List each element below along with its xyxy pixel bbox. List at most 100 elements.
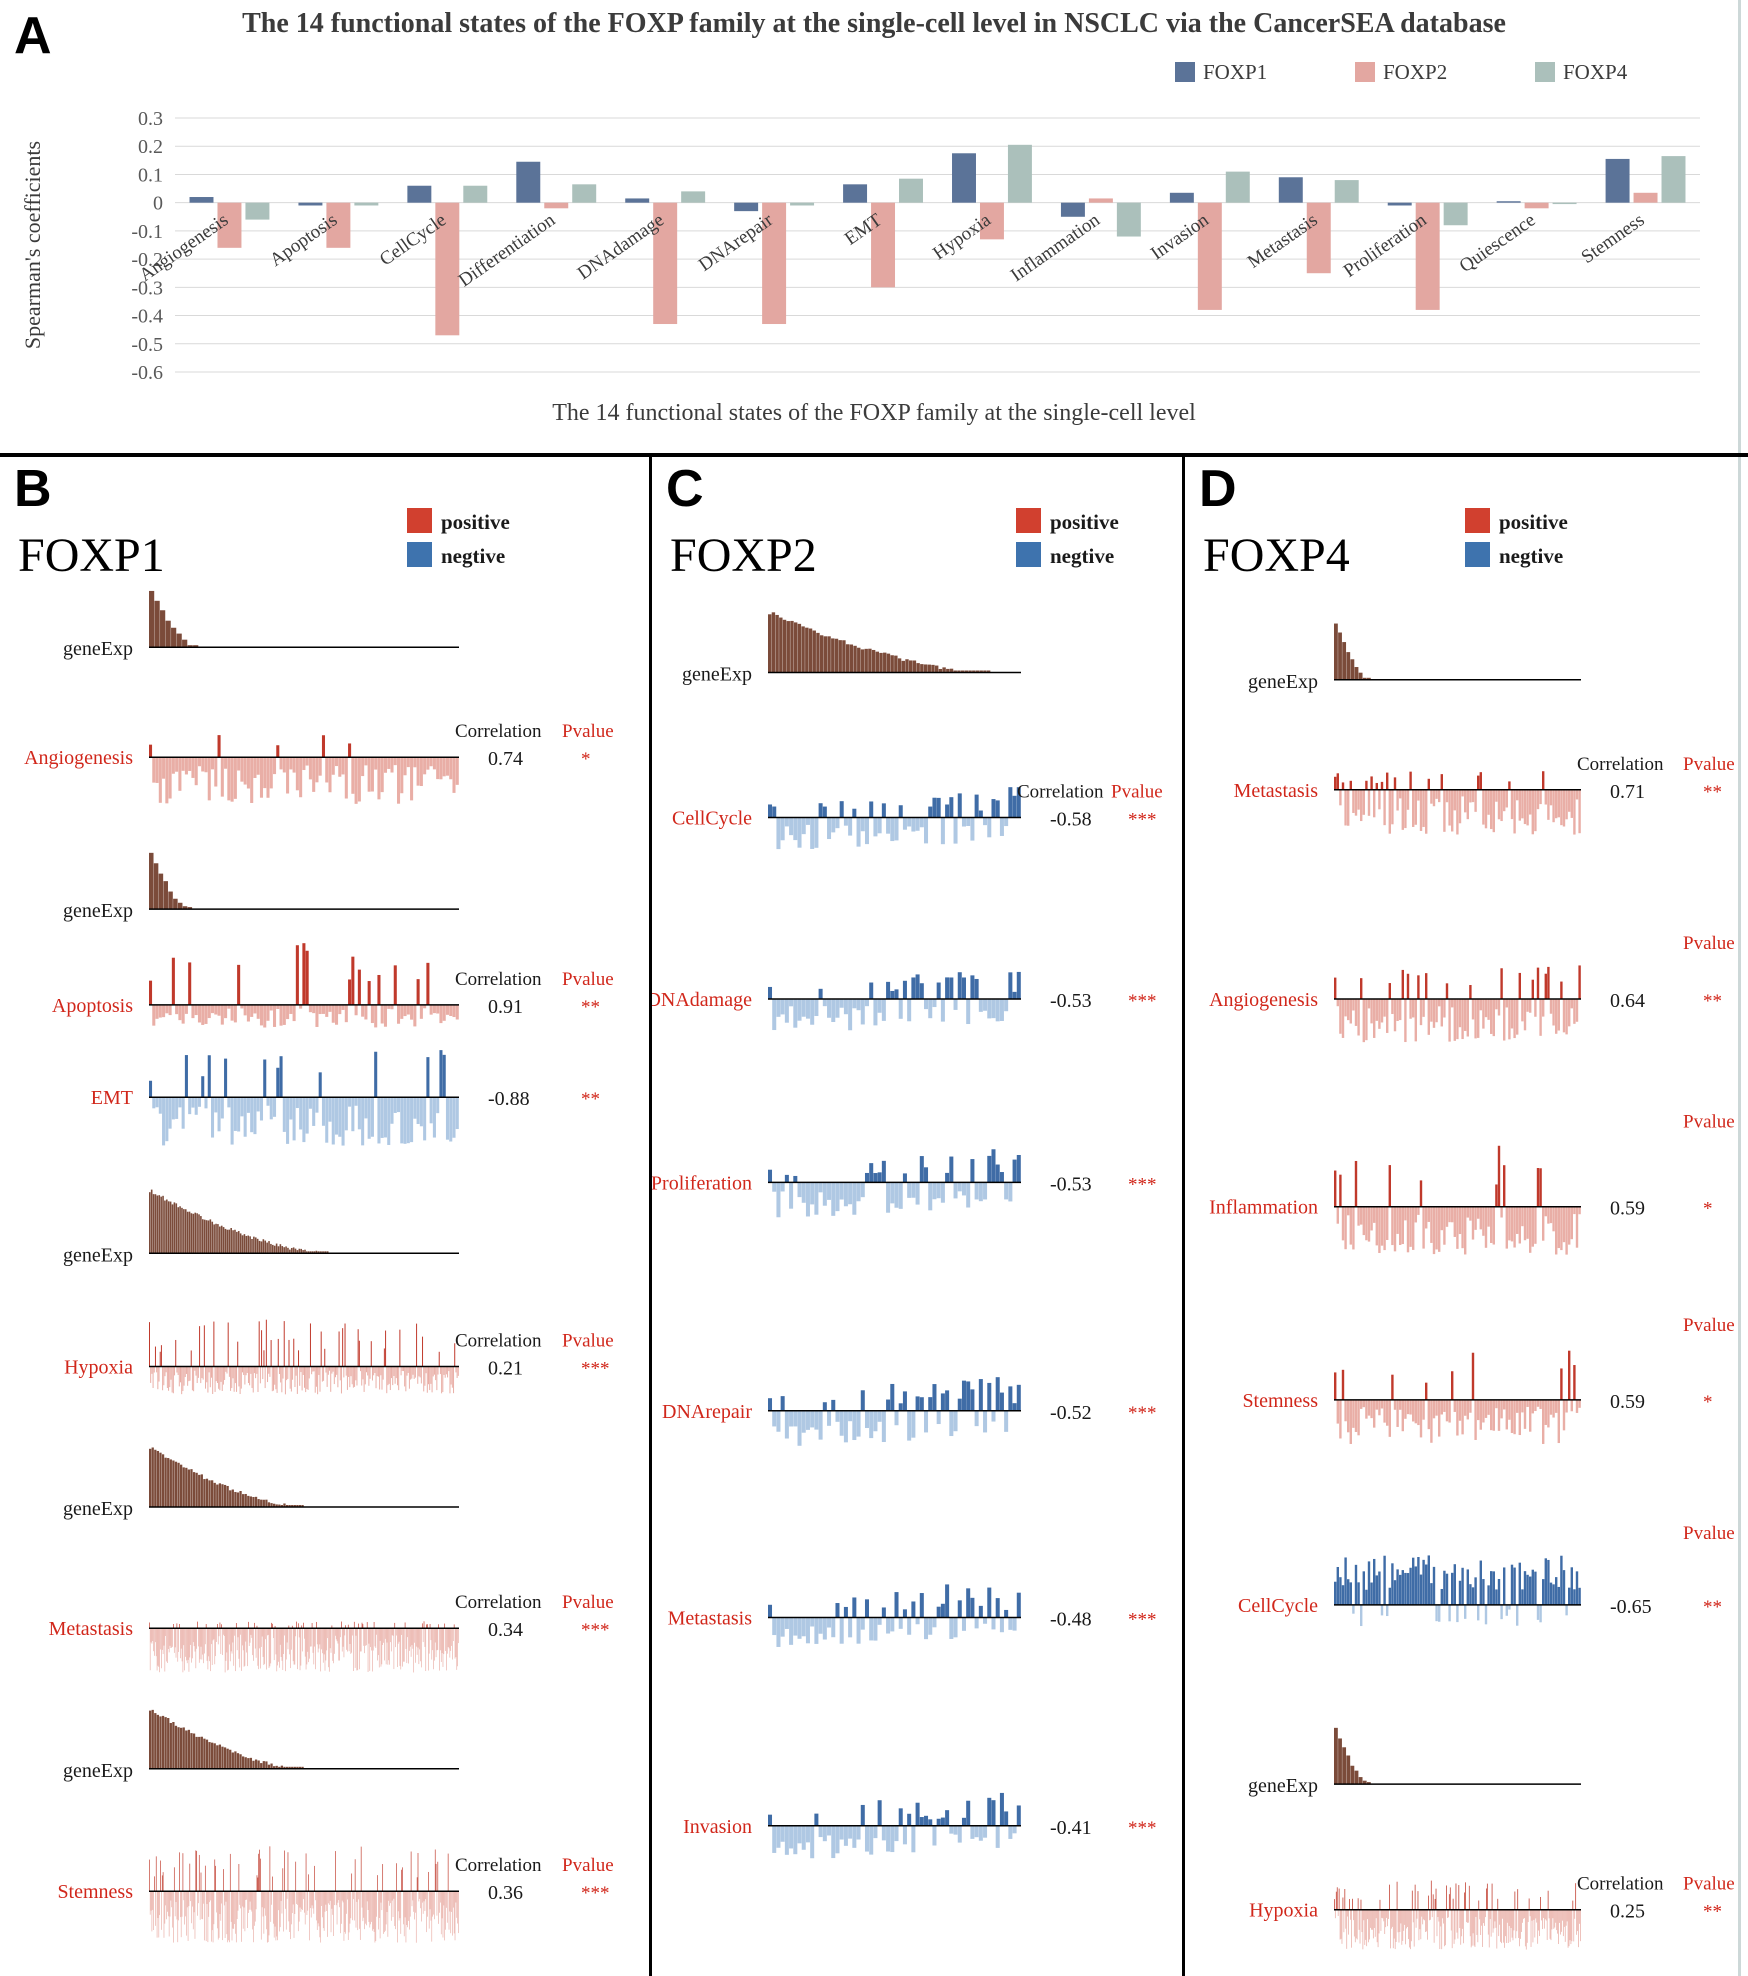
svg-text:geneExp: geneExp <box>63 1244 133 1266</box>
svg-text:-0.88: -0.88 <box>488 1088 530 1110</box>
svg-text:positive: positive <box>441 510 510 534</box>
svg-text:Correlation: Correlation <box>1577 754 1664 775</box>
svg-text:-0.48: -0.48 <box>1050 1609 1092 1631</box>
svg-text:0.25: 0.25 <box>1610 1901 1645 1923</box>
svg-text:**: ** <box>1703 1597 1722 1618</box>
svg-text:FOXP2: FOXP2 <box>1383 60 1447 84</box>
svg-text:Spearman's coefficients: Spearman's coefficients <box>20 141 45 349</box>
svg-text:0: 0 <box>153 193 163 215</box>
svg-text:DNAdamage: DNAdamage <box>652 989 752 1011</box>
svg-text:0.1: 0.1 <box>138 164 163 186</box>
svg-text:Correlation: Correlation <box>455 721 542 742</box>
svg-text:FOXP4: FOXP4 <box>1563 60 1628 84</box>
svg-text:Stemness: Stemness <box>1242 1390 1318 1412</box>
svg-text:Angiogenesis: Angiogenesis <box>24 747 133 769</box>
svg-text:0.2: 0.2 <box>138 136 163 158</box>
svg-text:0.91: 0.91 <box>488 996 523 1018</box>
svg-text:geneExp: geneExp <box>1248 1775 1318 1797</box>
svg-text:*: * <box>581 749 591 770</box>
svg-text:Pvalue: Pvalue <box>562 721 614 742</box>
svg-text:DNArepair: DNArepair <box>662 1401 752 1423</box>
svg-text:-0.41: -0.41 <box>1050 1817 1092 1839</box>
svg-text:Pvalue: Pvalue <box>1683 754 1735 775</box>
svg-text:-0.5: -0.5 <box>131 334 163 356</box>
svg-text:Pvalue: Pvalue <box>1683 1874 1735 1895</box>
svg-text:geneExp: geneExp <box>63 900 133 922</box>
svg-text:geneExp: geneExp <box>63 638 133 660</box>
svg-text:Stemness: Stemness <box>57 1881 133 1903</box>
svg-text:CellCycle: CellCycle <box>672 808 752 830</box>
svg-text:0.71: 0.71 <box>1610 781 1645 803</box>
svg-text:Correlation: Correlation <box>455 1592 542 1613</box>
svg-text:0.34: 0.34 <box>488 1619 523 1641</box>
svg-text:Pvalue: Pvalue <box>1111 782 1163 803</box>
svg-text:***: *** <box>581 1883 610 1904</box>
svg-text:Quiescence: Quiescence <box>1456 210 1540 277</box>
svg-text:0.59: 0.59 <box>1610 1391 1645 1413</box>
svg-text:Hypoxia: Hypoxia <box>64 1357 133 1379</box>
svg-text:0.64: 0.64 <box>1610 990 1645 1012</box>
svg-text:Inflammation: Inflammation <box>1007 209 1104 286</box>
svg-text:geneExp: geneExp <box>1248 671 1318 693</box>
svg-text:Pvalue: Pvalue <box>1683 1523 1735 1544</box>
svg-text:-0.6: -0.6 <box>131 362 163 384</box>
svg-text:FOXP4: FOXP4 <box>1203 529 1350 582</box>
svg-text:**: ** <box>1703 1902 1722 1923</box>
svg-text:Correlation: Correlation <box>455 1855 542 1876</box>
svg-text:Inflammation: Inflammation <box>1209 1197 1318 1219</box>
svg-text:Correlation: Correlation <box>455 1331 542 1352</box>
svg-text:***: *** <box>581 1359 610 1380</box>
svg-text:Invasion: Invasion <box>683 1816 752 1838</box>
svg-text:***: *** <box>1128 1403 1157 1424</box>
svg-text:Proliferation: Proliferation <box>652 1172 752 1194</box>
svg-text:CellCycle: CellCycle <box>1238 1595 1318 1617</box>
svg-text:positive: positive <box>1499 510 1568 534</box>
svg-text:negtive: negtive <box>441 544 505 568</box>
svg-text:-0.65: -0.65 <box>1610 1596 1652 1618</box>
svg-text:***: *** <box>1128 810 1157 831</box>
svg-text:Angiogenesis: Angiogenesis <box>1209 989 1318 1011</box>
svg-text:Apoptosis: Apoptosis <box>52 995 133 1017</box>
svg-text:-0.1: -0.1 <box>131 221 163 243</box>
svg-text:***: *** <box>581 1620 610 1641</box>
svg-text:Correlation: Correlation <box>455 969 542 990</box>
svg-text:-0.53: -0.53 <box>1050 1173 1092 1195</box>
svg-text:-0.52: -0.52 <box>1050 1402 1092 1424</box>
svg-text:geneExp: geneExp <box>63 1498 133 1520</box>
svg-text:0.59: 0.59 <box>1610 1198 1645 1220</box>
svg-text:***: *** <box>1128 991 1157 1012</box>
svg-text:geneExp: geneExp <box>682 664 752 686</box>
svg-text:Hypoxia: Hypoxia <box>1249 1900 1318 1922</box>
svg-text:***: *** <box>1128 1610 1157 1631</box>
svg-text:Correlation: Correlation <box>1577 1874 1664 1895</box>
svg-text:Pvalue: Pvalue <box>1683 933 1735 954</box>
svg-text:geneExp: geneExp <box>63 1760 133 1782</box>
svg-text:Pvalue: Pvalue <box>562 969 614 990</box>
svg-text:Pvalue: Pvalue <box>562 1592 614 1613</box>
svg-text:**: ** <box>581 997 600 1018</box>
svg-text:negtive: negtive <box>1050 544 1114 568</box>
svg-text:Pvalue: Pvalue <box>1683 1315 1735 1336</box>
svg-text:0.21: 0.21 <box>488 1358 523 1380</box>
svg-text:Metastasis: Metastasis <box>668 1608 753 1630</box>
svg-text:positive: positive <box>1050 510 1119 534</box>
svg-text:0.36: 0.36 <box>488 1882 523 1904</box>
svg-text:0.3: 0.3 <box>138 108 163 130</box>
svg-text:*: * <box>1703 1392 1713 1413</box>
svg-text:Pvalue: Pvalue <box>1683 1112 1735 1133</box>
svg-text:Correlation: Correlation <box>1017 782 1104 803</box>
svg-text:FOXP1: FOXP1 <box>1203 60 1267 84</box>
svg-text:**: ** <box>1703 782 1722 803</box>
svg-text:The 14 functional states of th: The 14 functional states of the FOXP fam… <box>242 8 1506 39</box>
svg-text:-0.58: -0.58 <box>1050 809 1092 831</box>
svg-text:***: *** <box>1128 1174 1157 1195</box>
svg-text:**: ** <box>1703 991 1722 1012</box>
svg-text:negtive: negtive <box>1499 544 1563 568</box>
svg-text:***: *** <box>1128 1818 1157 1839</box>
svg-text:EMT: EMT <box>91 1087 133 1109</box>
svg-text:0.74: 0.74 <box>488 748 523 770</box>
svg-text:-0.53: -0.53 <box>1050 990 1092 1012</box>
svg-text:**: ** <box>581 1089 600 1110</box>
svg-text:*: * <box>1703 1199 1713 1220</box>
svg-text:The 14 functional states of th: The 14 functional states of the FOXP fam… <box>552 400 1196 426</box>
